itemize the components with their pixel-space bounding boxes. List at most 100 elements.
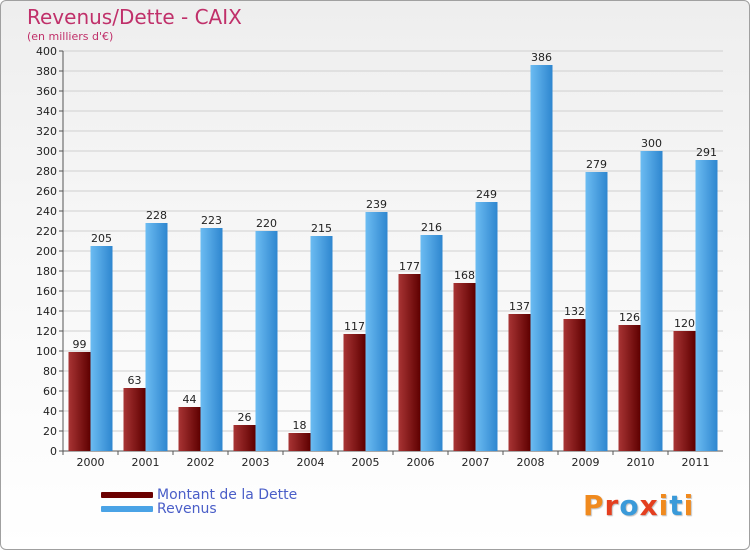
x-tick-label: 2007 <box>462 456 490 469</box>
bar-revenus <box>420 235 443 451</box>
data-label-revenus: 279 <box>586 158 607 171</box>
data-label-revenus: 291 <box>696 146 717 159</box>
y-tick-label: 80 <box>43 365 57 378</box>
bar-revenus <box>530 65 553 451</box>
bar-dette <box>673 331 696 451</box>
y-tick-label: 260 <box>36 185 57 198</box>
logo-letter: r <box>604 489 620 522</box>
legend-swatch-revenus <box>101 506 153 512</box>
x-tick-label: 2006 <box>407 456 435 469</box>
x-tick-label: 2008 <box>517 456 545 469</box>
data-label-dette: 137 <box>509 300 530 313</box>
data-label-dette: 63 <box>128 374 142 387</box>
bar-dette <box>618 325 641 451</box>
legend-swatch-dette <box>101 492 153 498</box>
x-tick-label: 2009 <box>572 456 600 469</box>
y-tick-label: 280 <box>36 165 57 178</box>
logo-letter: P <box>583 489 605 522</box>
bar-dette <box>508 314 531 451</box>
data-label-revenus: 249 <box>476 188 497 201</box>
legend-item-revenus: Revenus <box>101 501 217 517</box>
bar-revenus <box>200 228 223 451</box>
data-label-dette: 132 <box>564 305 585 318</box>
data-label-dette: 177 <box>399 260 420 273</box>
data-label-revenus: 205 <box>91 232 112 245</box>
x-tick-label: 2011 <box>682 456 710 469</box>
data-label-dette: 126 <box>619 311 640 324</box>
bar-revenus <box>475 202 498 451</box>
data-label-revenus: 228 <box>146 209 167 222</box>
data-label-revenus: 220 <box>256 217 277 230</box>
y-tick-label: 160 <box>36 285 57 298</box>
y-tick-label: 240 <box>36 205 57 218</box>
y-tick-label: 100 <box>36 345 57 358</box>
chart-subtitle: (en milliers d'€) <box>27 30 114 43</box>
bar-dette <box>563 319 586 451</box>
data-label-dette: 26 <box>238 411 252 424</box>
bar-dette <box>178 407 201 451</box>
legend-label-revenus: Revenus <box>157 501 217 517</box>
logo-letter: i <box>658 489 670 522</box>
bar-revenus <box>640 151 663 451</box>
data-label-dette: 18 <box>293 419 307 432</box>
y-tick-label: 60 <box>43 385 57 398</box>
bar-revenus <box>145 223 168 451</box>
x-tick-label: 2004 <box>297 456 325 469</box>
y-tick-label: 40 <box>43 405 57 418</box>
y-tick-label: 120 <box>36 325 57 338</box>
y-tick-label: 180 <box>36 265 57 278</box>
data-label-revenus: 223 <box>201 214 222 227</box>
y-tick-label: 0 <box>50 445 57 458</box>
y-tick-label: 380 <box>36 65 57 78</box>
bar-dette <box>233 425 256 451</box>
data-label-revenus: 386 <box>531 51 552 64</box>
legend-item-dette: Montant de la Dette <box>101 487 298 503</box>
bar-dette <box>343 334 366 451</box>
logo-letter: t <box>669 489 684 522</box>
x-tick-label: 2010 <box>627 456 655 469</box>
x-tick-label: 2002 <box>187 456 215 469</box>
y-tick-label: 360 <box>36 85 57 98</box>
bar-revenus <box>365 212 388 451</box>
y-tick-label: 20 <box>43 425 57 438</box>
data-labels: 99 205 63 228 44 223 26 220 18 215 117 239 177 216 168… <box>73 51 718 432</box>
legend-label-dette: Montant de la Dette <box>157 487 298 503</box>
x-tick-label: 2001 <box>132 456 160 469</box>
data-label-revenus: 215 <box>311 222 332 235</box>
bars <box>68 65 718 451</box>
bar-revenus <box>310 236 333 451</box>
y-tick-label: 340 <box>36 105 57 118</box>
data-label-dette: 99 <box>73 338 87 351</box>
axes: 0 20 40 60 80 100 120 140 160 180 200 220 240 260 280 3… <box>36 45 723 469</box>
data-label-dette: 120 <box>674 317 695 330</box>
logo-letter: o <box>619 489 640 522</box>
data-label-revenus: 239 <box>366 198 387 211</box>
bar-dette <box>288 433 311 451</box>
bar-revenus <box>90 246 113 451</box>
x-tick-label: 2005 <box>352 456 380 469</box>
bar-dette <box>123 388 146 451</box>
logo-letter: x <box>639 489 659 522</box>
data-label-revenus: 216 <box>421 221 442 234</box>
bar-revenus <box>255 231 278 451</box>
data-label-dette: 168 <box>454 269 475 282</box>
chart-title: Revenus/Dette - CAIX <box>27 5 242 29</box>
bar-dette <box>398 274 421 451</box>
y-tick-label: 200 <box>36 245 57 258</box>
bar-revenus <box>695 160 718 451</box>
data-label-dette: 117 <box>344 320 365 333</box>
y-tick-label: 300 <box>36 145 57 158</box>
logo-letter: i <box>683 489 695 522</box>
y-tick-label: 400 <box>36 45 57 58</box>
y-tick-label: 140 <box>36 305 57 318</box>
y-tick-label: 320 <box>36 125 57 138</box>
bar-revenus <box>585 172 608 451</box>
data-label-revenus: 300 <box>641 137 662 150</box>
data-label-dette: 44 <box>183 393 197 406</box>
y-tick-label: 220 <box>36 225 57 238</box>
x-tick-label: 2000 <box>77 456 105 469</box>
bar-dette <box>453 283 476 451</box>
x-tick-label: 2003 <box>242 456 270 469</box>
